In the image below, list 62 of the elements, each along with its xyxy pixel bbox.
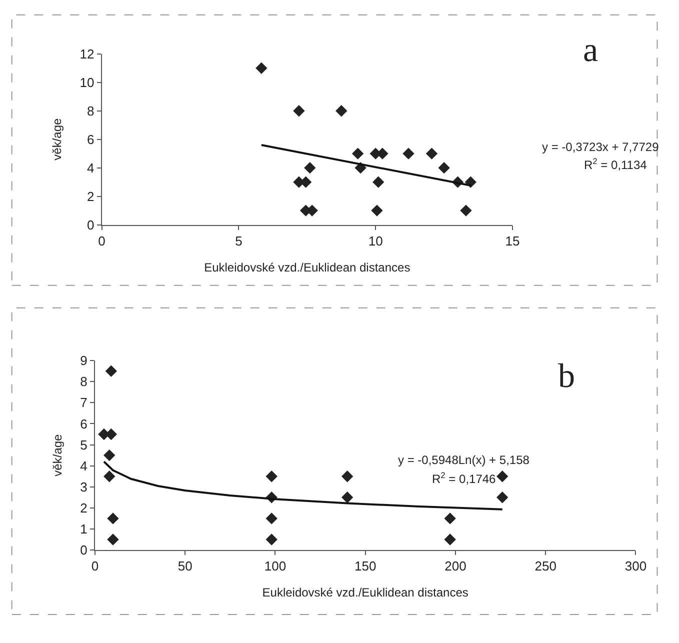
x-tick-label: 200 [444, 558, 466, 574]
y-tick-label: 10 [80, 74, 94, 90]
point [105, 365, 118, 377]
x-tick-label: 100 [264, 558, 286, 574]
y-tick-label: 8 [80, 374, 88, 390]
point [107, 534, 119, 546]
x-tick-label: 0 [98, 233, 106, 248]
point [496, 492, 508, 504]
point [426, 148, 438, 160]
point [107, 512, 119, 524]
y-tick-label: 12 [80, 46, 94, 62]
point [341, 492, 354, 504]
y-tick-label: 7 [80, 395, 88, 410]
x-tick-label: 15 [505, 233, 520, 248]
x-tick-label: 250 [534, 558, 556, 574]
y-axis-title: věk/age [50, 434, 64, 476]
point [372, 176, 384, 188]
point [352, 148, 364, 160]
point [104, 470, 116, 482]
point [266, 512, 278, 524]
x-axis-title: Eukleidovské vzd./Euklidean distances [204, 260, 410, 274]
point [304, 162, 316, 174]
point [444, 534, 456, 546]
point [341, 470, 354, 482]
text: R$^{2}$ = 0,1134 [584, 156, 648, 172]
x-tick-label: 50 [178, 558, 192, 574]
point [293, 105, 305, 117]
point [266, 534, 278, 546]
y-axis-title: věk/age [50, 118, 64, 160]
x-axis-title: Eukleidovské vzd./Euklidean distances [262, 586, 468, 600]
point [371, 204, 383, 216]
y-tick-label: 2 [86, 188, 94, 204]
y-tick-label: 0 [80, 542, 88, 558]
x-tick-label: 300 [624, 558, 647, 574]
text: y = -0,3723x + 7,7729 [542, 140, 660, 154]
annotation: R$^{2}$ = 0,1746 [432, 470, 496, 486]
point [444, 512, 456, 524]
point [104, 449, 116, 462]
x-tick-label: 150 [354, 558, 376, 574]
y-tick-label: 2 [80, 500, 88, 516]
annotation: y = -0,5948Ln(x) + 5,158 [398, 453, 530, 467]
x-tick-label: 5 [235, 233, 242, 248]
point [438, 162, 450, 174]
y-tick-label: 5 [80, 437, 88, 452]
y-tick-label: 0 [86, 217, 94, 232]
text: a [583, 32, 598, 69]
point [256, 62, 268, 74]
y-tick-label: 8 [86, 103, 94, 118]
x-tick-label: 10 [368, 233, 383, 248]
annotation: b [558, 358, 575, 395]
point [496, 470, 508, 482]
point [460, 204, 472, 216]
y-tick-label: 9 [80, 353, 88, 368]
point [336, 105, 348, 117]
y-tick-label: 1 [80, 522, 88, 537]
y-tick-label: 4 [86, 160, 94, 176]
y-tick-label: 3 [80, 479, 88, 494]
y-tick-label: 6 [80, 416, 88, 432]
y-tick-label: 6 [86, 132, 94, 147]
point [402, 148, 414, 160]
point [266, 470, 278, 482]
y-tick-label: 4 [80, 458, 88, 474]
